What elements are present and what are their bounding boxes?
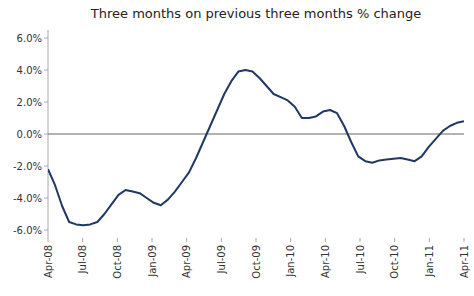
title: Three months on previous three months % … (90, 6, 421, 21)
x-tick (221, 238, 222, 242)
x-tick (48, 238, 49, 242)
plot-area (48, 70, 464, 225)
x-tick (429, 238, 430, 242)
x-tick (325, 238, 326, 242)
x-tick (117, 238, 118, 242)
y-tick (44, 70, 48, 71)
x-tick-label: Apr-09 (181, 245, 192, 278)
x-tick-label: Oct-09 (251, 245, 262, 279)
y-tick (44, 198, 48, 199)
x-tick-label: Oct-10 (389, 245, 400, 279)
line (48, 70, 464, 225)
y-tick (44, 166, 48, 167)
y-tick-label: 2.0% (17, 97, 42, 108)
x-tick (186, 238, 187, 242)
x-tick-label: Jan-09 (147, 245, 158, 278)
y-tick-label: -4.0% (13, 193, 42, 204)
x-tick-label: Apr-10 (320, 245, 331, 278)
y-tick-label: -6.0% (13, 225, 42, 236)
y-tick-label: 4.0% (17, 65, 42, 76)
y-tick (44, 134, 48, 135)
x-tick (464, 238, 465, 242)
y-tick-label: 0.0% (17, 129, 42, 140)
x-tick (360, 238, 361, 242)
x-tick (290, 238, 291, 242)
x-tick-label: Apr-08 (43, 245, 54, 278)
y-tick (44, 102, 48, 103)
x-tick-label: Jul-10 (355, 245, 366, 274)
y-tick (44, 230, 48, 231)
y-tick-label: -2.0% (13, 161, 42, 172)
x-tick-label: Oct-08 (112, 245, 123, 279)
y-tick (44, 38, 48, 39)
x-tick-label: Jan-11 (424, 245, 435, 278)
x-tick (394, 238, 395, 242)
y-tick-label: 6.0% (17, 33, 42, 44)
x-tick (256, 238, 257, 242)
x-tick-label: Jul-08 (77, 245, 88, 274)
x-tick (152, 238, 153, 242)
x-tick-label: Apr-11 (459, 245, 470, 278)
x-tick-label: Jul-09 (216, 245, 227, 274)
zero-line (48, 134, 464, 135)
x-tick-label: Jan-10 (285, 245, 296, 278)
x-tick (82, 238, 83, 242)
chart: Three months on previous three months % … (0, 0, 474, 296)
